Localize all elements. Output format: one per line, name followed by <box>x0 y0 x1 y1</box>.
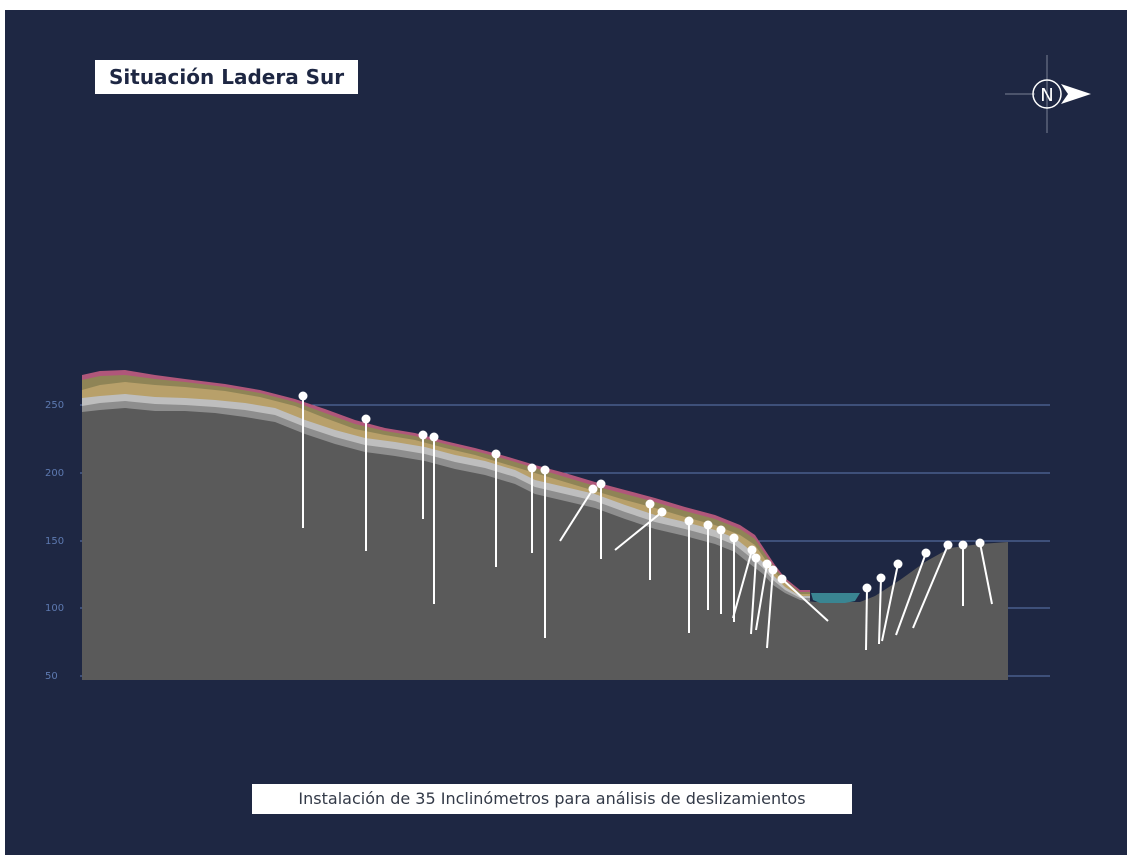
inclinometers <box>298 391 993 651</box>
diagram-canvas: 250 200 150 100 50 <box>5 10 1127 855</box>
inclinometer <box>777 574 829 622</box>
slope-cross-section: 250 200 150 100 50 <box>45 370 1050 682</box>
inclinometer <box>895 548 931 636</box>
inclinometer <box>491 449 501 567</box>
inclinometer <box>361 414 371 551</box>
inclinometer <box>766 565 778 649</box>
inclinometer <box>716 525 726 614</box>
water-pond <box>811 593 860 603</box>
tick-label-150: 150 <box>45 536 64 547</box>
inclinometer <box>912 540 953 629</box>
tick-label-50: 50 <box>45 671 58 682</box>
inclinometer <box>614 507 667 551</box>
inclinometer <box>862 583 872 651</box>
compass-north-label: N <box>1040 85 1053 106</box>
inclinometer <box>750 553 761 635</box>
tick-label-250: 250 <box>45 400 64 411</box>
inclinometer <box>298 391 308 528</box>
inclinometer <box>876 573 886 645</box>
inclinometer <box>732 545 757 619</box>
inclinometer <box>645 499 655 580</box>
diagram-title: Situación Ladera Sur <box>95 60 359 94</box>
inclinometer <box>703 520 713 610</box>
inclinometer <box>881 559 903 642</box>
inclinometer <box>975 538 993 605</box>
inclinometer <box>527 463 537 553</box>
inclinometer <box>559 484 598 542</box>
inclinometer <box>958 540 968 606</box>
inclinometer <box>540 465 550 638</box>
inclinometer <box>684 516 694 633</box>
y-axis-labels: 250 200 150 100 50 <box>45 400 64 682</box>
inclinometer <box>729 533 739 622</box>
inclinometer <box>596 479 606 559</box>
compass-icon: N <box>1005 55 1091 133</box>
tick-label-200: 200 <box>45 468 64 479</box>
tick-label-100: 100 <box>45 603 64 614</box>
north-arrow-icon <box>1061 84 1091 104</box>
diagram-caption: Instalación de 35 Inclinómetros para aná… <box>252 784 852 814</box>
inclinometer <box>418 430 428 519</box>
inclinometer <box>755 559 772 631</box>
inclinometer <box>429 432 439 604</box>
